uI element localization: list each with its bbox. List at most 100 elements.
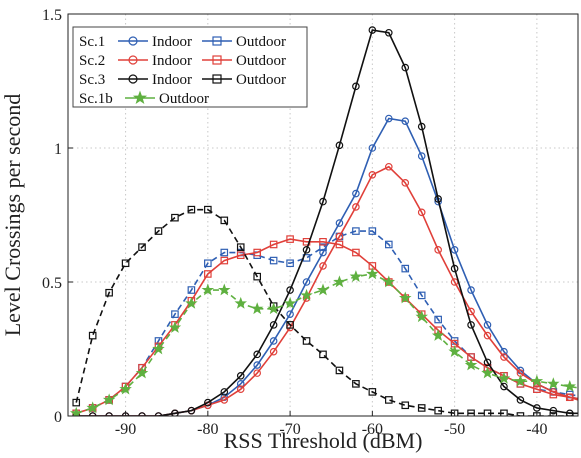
data-point-sc3-indoor	[204, 398, 212, 407]
data-point-sc3-indoor	[401, 63, 410, 72]
data-point-sc3-indoor	[187, 406, 196, 415]
data-point-sc3-indoor	[236, 371, 245, 380]
data-point-sc3-indoor	[549, 406, 558, 415]
data-point-sc1b-outdoor	[185, 296, 198, 309]
legend-scenario-label: Sc.2	[79, 53, 105, 69]
legend-marker-sc3-indoor	[128, 74, 138, 84]
data-point-sc3-indoor	[434, 195, 442, 203]
data-point-sc1-indoor	[352, 189, 360, 198]
x-tick-label: -60	[362, 421, 383, 438]
legend-label-sc1b-outdoor: Outdoor	[159, 91, 209, 107]
data-point-sc3-indoor	[286, 286, 294, 294]
data-point-sc1-indoor	[417, 152, 426, 160]
legend-marker-sc3-outdoor	[212, 74, 222, 84]
data-point-sc2-outdoor	[269, 240, 278, 249]
data-point-sc1b-outdoor	[349, 270, 363, 282]
legend-marker-sc1-indoor	[128, 36, 138, 46]
data-point-sc3-outdoor	[467, 409, 475, 416]
data-point-sc2-outdoor	[220, 256, 229, 265]
legend-label-sc3-outdoor: Outdoor	[236, 72, 286, 88]
data-point-sc1b-outdoor	[481, 366, 494, 379]
data-point-sc3-outdoor	[187, 205, 196, 214]
legend-label-sc3-indoor: Indoor	[152, 72, 192, 88]
data-point-sc3-indoor	[467, 321, 475, 329]
data-point-sc2-outdoor	[549, 390, 558, 399]
data-point-sc3-outdoor	[368, 388, 377, 396]
data-point-sc1-indoor	[253, 361, 261, 369]
plot-frame	[67, 13, 579, 417]
data-point-sc1b-outdoor	[530, 374, 544, 387]
y-tick-label: 1.5	[42, 7, 62, 24]
data-point-sc2-outdoor	[236, 251, 245, 260]
data-point-sc3-indoor	[352, 82, 360, 91]
data-point-sc3-outdoor	[236, 243, 245, 251]
data-point-sc1-indoor	[450, 246, 459, 254]
data-point-sc3-indoor	[516, 396, 525, 404]
legend-scenario-label: Sc.1	[79, 34, 105, 50]
data-point-sc2-indoor	[385, 162, 393, 171]
data-point-sc3-indoor	[483, 358, 492, 367]
data-point-sc2-indoor	[417, 208, 426, 217]
data-point-sc1b-outdoor	[201, 283, 215, 296]
data-point-sc1b-outdoor	[514, 374, 527, 387]
data-point-sc2-outdoor	[335, 240, 344, 249]
data-point-sc2-indoor	[269, 347, 278, 356]
data-point-sc3-indoor	[368, 26, 377, 34]
y-tick-label: 1	[54, 141, 62, 158]
data-point-sc1b-outdoor	[119, 382, 132, 395]
data-point-sc1b-outdoor	[464, 358, 478, 371]
data-point-sc1-outdoor	[220, 248, 229, 257]
data-point-sc1-outdoor	[401, 264, 410, 273]
legend-label-sc2-indoor: Indoor	[152, 53, 192, 69]
data-point-sc1b-outdoor	[382, 275, 396, 288]
legend-box	[72, 26, 308, 108]
x-tick-label: -40	[526, 421, 547, 438]
data-point-sc1-indoor	[467, 286, 475, 294]
data-point-sc2-indoor	[319, 262, 327, 270]
data-point-sc1b-outdoor	[399, 291, 412, 304]
data-point-sc1-indoor	[302, 278, 311, 286]
data-point-sc1b-outdoor	[234, 296, 247, 309]
data-point-sc3-outdoor	[434, 406, 442, 415]
x-tick-label: -70	[279, 421, 300, 438]
data-point-sc1-outdoor	[417, 291, 426, 300]
data-point-sc3-outdoor	[500, 409, 508, 416]
data-point-sc3-outdoor	[171, 213, 179, 222]
data-point-sc1b-outdoor	[250, 302, 264, 315]
data-point-sc2-outdoor	[565, 393, 574, 402]
data-point-sc2-outdoor	[286, 235, 294, 243]
data-point-sc3-outdoor	[88, 331, 97, 340]
data-point-sc1b-outdoor	[218, 283, 231, 296]
x-tick-label: -50	[444, 421, 465, 438]
data-point-sc1b-outdoor	[316, 283, 330, 296]
data-point-sc1-outdoor	[286, 259, 294, 268]
data-point-sc1-outdoor	[368, 227, 377, 235]
y-axis-title: Level Crossings per second	[0, 94, 25, 337]
data-point-sc3-indoor	[220, 388, 229, 396]
data-point-sc3-outdoor	[302, 337, 311, 345]
data-point-sc3-outdoor	[385, 396, 393, 404]
y-tick-label: 0.5	[42, 275, 62, 292]
data-point-sc1b-outdoor	[152, 342, 165, 355]
data-point-sc1-outdoor	[434, 315, 442, 324]
data-point-sc1b-outdoor	[563, 379, 577, 392]
data-point-sc3-outdoor	[220, 216, 229, 225]
data-point-sc2-indoor	[335, 232, 344, 241]
data-point-sc1b-outdoor	[431, 329, 445, 341]
data-point-sc3-outdoor	[450, 409, 459, 416]
data-point-sc1b-outdoor	[448, 345, 461, 357]
data-point-sc2-indoor	[368, 171, 377, 179]
data-point-sc1b-outdoor	[366, 267, 379, 280]
data-point-sc1-indoor	[286, 310, 294, 318]
data-point-sc3-indoor	[302, 246, 311, 254]
data-point-sc1b-outdoor	[168, 320, 182, 333]
data-point-sc2-indoor	[253, 369, 261, 377]
data-point-sc3-indoor	[253, 350, 261, 359]
data-point-sc3-indoor	[269, 321, 278, 329]
data-point-sc1-indoor	[483, 321, 492, 329]
data-point-sc1-indoor	[236, 380, 245, 388]
x-tick-label: -80	[197, 421, 218, 438]
data-point-sc3-indoor	[417, 122, 426, 131]
data-point-sc1b-outdoor	[300, 288, 313, 301]
data-point-sc3-outdoor	[417, 404, 426, 412]
